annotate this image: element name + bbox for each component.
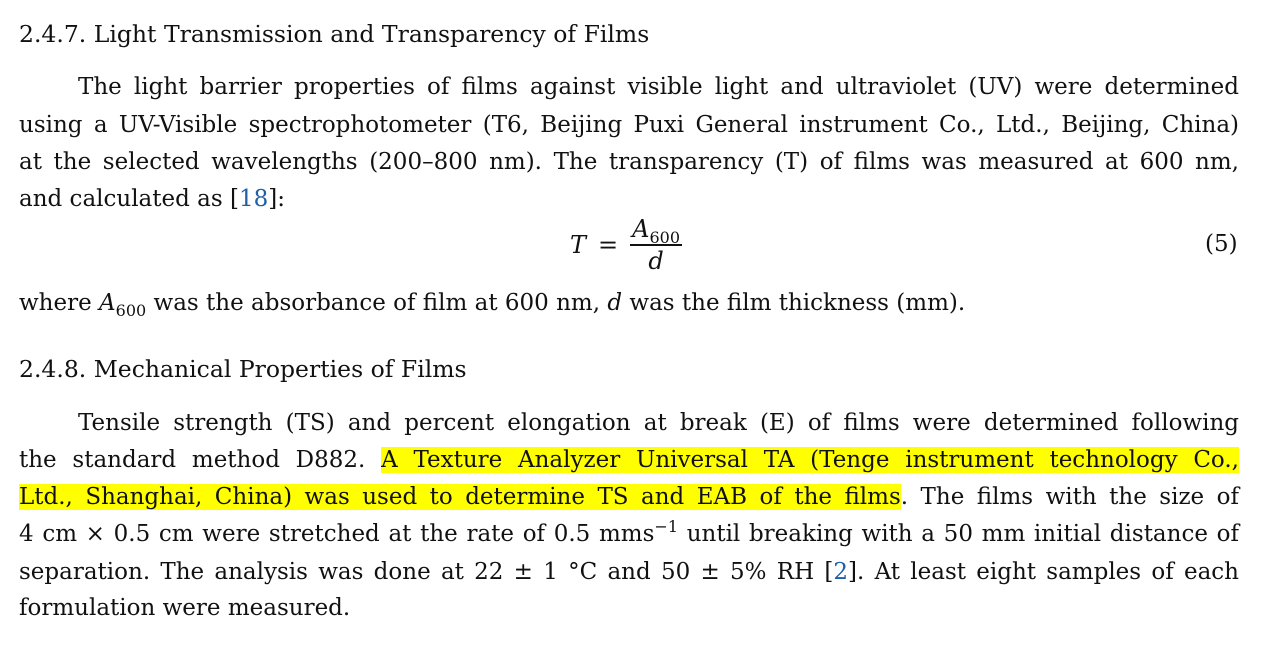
paragraph-line: formulation were measured. [19,595,351,621]
text: was the film thickness (mm). [622,290,966,316]
text: was the absorbance of film at 600 nm, [146,290,608,316]
paragraph-line: 4 cm × 0.5 cm were stretched at the rate… [19,519,1239,549]
text: separation. The analysis was done at 22 … [19,559,834,585]
text: 4 cm × 0.5 cm were stretched at the rate… [19,521,655,547]
paragraph-line: where A600 was the absorbance of film at… [19,288,1239,320]
var: d [607,290,623,316]
text: and calculated as [ [19,186,239,212]
paragraph-line: Ltd., Shanghai, China) was used to deter… [19,482,1239,512]
equation-5: T = A600 d [570,214,683,276]
text: ]. At least eight samples of each [848,559,1239,585]
section-heading-2-4-8: 2.4.8. Mechanical Properties of Films [19,355,467,383]
text: . The films with the size of [900,484,1240,510]
highlighted-text: A Texture Analyzer Universal TA (Tenge i… [381,447,1239,473]
eq-denominator: d [648,247,664,275]
var: A [99,290,116,316]
paragraph-line: and calculated as [18]: [19,184,1239,214]
eq-sub: 600 [649,228,681,247]
text: until breaking with a 50 mm initial dist… [678,521,1239,547]
paragraph-line: at the selected wavelengths (200–800 nm)… [19,149,1239,175]
eq-numerator: A600 [630,214,683,247]
eq-lhs: T [570,231,587,259]
section-heading-2-4-7: 2.4.7. Light Transmission and Transparen… [19,20,650,48]
eq-equals: = [598,231,619,259]
paragraph-line: separation. The analysis was done at 22 … [19,557,1239,587]
sub: 600 [115,301,147,320]
paragraph-line: using a UV-Visible spectrophotometer (T6… [19,112,1239,138]
citation-link[interactable]: 18 [238,186,269,212]
eq-var: A [632,215,650,243]
paragraph-line: the standard method D882. A Texture Anal… [19,445,1239,475]
highlighted-text: Ltd., Shanghai, China) was used to deter… [19,484,901,510]
text: the standard method D882. [19,447,382,473]
paragraph-line: The light barrier properties of films ag… [78,74,1239,100]
equation-number: (5) [1205,231,1238,257]
text: ]: [268,186,285,212]
eq-fraction: A600 d [630,214,683,276]
citation-link[interactable]: 2 [833,559,849,585]
paragraph-line: Tensile strength (TS) and percent elonga… [78,410,1239,436]
superscript: −1 [654,517,679,536]
text: where [19,290,100,316]
